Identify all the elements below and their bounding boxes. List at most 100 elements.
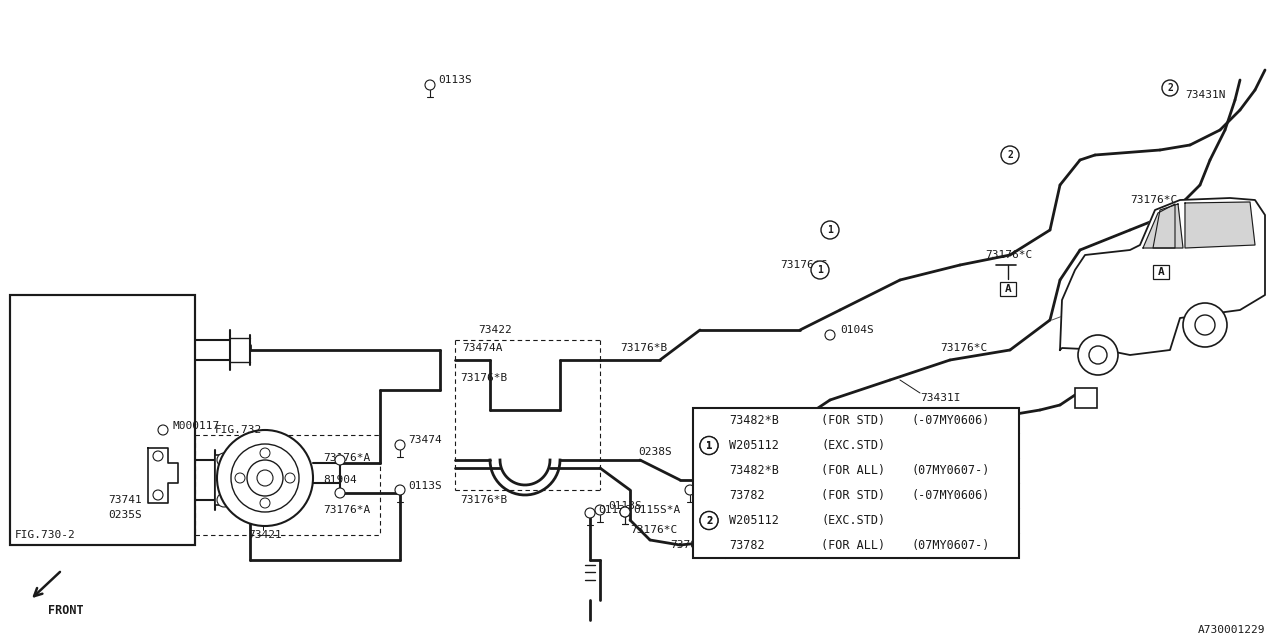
Text: 73176*C: 73176*C: [1130, 195, 1178, 205]
Text: 73782: 73782: [730, 489, 764, 502]
Text: M000117: M000117: [172, 421, 219, 431]
Text: FIG.732: FIG.732: [215, 425, 262, 435]
Text: (FOR STD): (FOR STD): [820, 414, 886, 427]
Polygon shape: [148, 448, 178, 503]
Circle shape: [620, 507, 630, 517]
Circle shape: [1089, 346, 1107, 364]
Circle shape: [735, 485, 745, 495]
Text: FRONT: FRONT: [49, 604, 83, 616]
Circle shape: [820, 221, 838, 239]
Text: 0115S*A: 0115S*A: [748, 483, 795, 493]
Text: 0113S: 0113S: [598, 505, 632, 515]
Text: W205112: W205112: [730, 514, 778, 527]
Circle shape: [218, 453, 230, 467]
Text: 73176*B: 73176*B: [620, 343, 667, 353]
Text: 2: 2: [1167, 83, 1172, 93]
Text: 0474S: 0474S: [698, 483, 732, 493]
Text: 73782: 73782: [730, 539, 764, 552]
Text: 73431I: 73431I: [920, 393, 960, 403]
Circle shape: [595, 505, 605, 515]
Text: 1: 1: [817, 265, 823, 275]
Circle shape: [218, 430, 314, 526]
Polygon shape: [1060, 198, 1265, 355]
Text: 1: 1: [827, 225, 833, 235]
Text: 73176*C: 73176*C: [630, 525, 677, 535]
Bar: [215, 455, 233, 505]
Text: 73176*A: 73176*A: [323, 453, 370, 463]
Text: 0238S: 0238S: [637, 447, 672, 457]
Text: 73474A: 73474A: [462, 343, 503, 353]
Circle shape: [218, 493, 230, 507]
Text: 73741: 73741: [108, 495, 142, 505]
Text: 2: 2: [705, 515, 712, 525]
Circle shape: [335, 455, 346, 465]
Text: 73176*B: 73176*B: [460, 495, 507, 505]
Circle shape: [1162, 80, 1178, 96]
Circle shape: [700, 511, 718, 529]
Text: 73176*C: 73176*C: [986, 250, 1032, 260]
Circle shape: [585, 508, 595, 518]
Circle shape: [1183, 303, 1228, 347]
Text: (EXC.STD): (EXC.STD): [820, 439, 886, 452]
Circle shape: [700, 511, 718, 529]
Text: 73176*C: 73176*C: [780, 260, 827, 270]
Circle shape: [425, 80, 435, 90]
Bar: [692, 408, 1019, 558]
Circle shape: [826, 330, 835, 340]
Text: A: A: [1157, 267, 1165, 277]
Polygon shape: [1143, 204, 1175, 248]
Text: 1: 1: [705, 440, 712, 451]
Text: 73782: 73782: [669, 540, 704, 550]
Circle shape: [1078, 335, 1117, 375]
Text: W205112: W205112: [730, 439, 778, 452]
Circle shape: [260, 498, 270, 508]
Circle shape: [1001, 146, 1019, 164]
Circle shape: [247, 460, 283, 496]
Polygon shape: [1185, 202, 1254, 248]
Text: 0235S: 0235S: [108, 510, 142, 520]
Text: 73421: 73421: [248, 530, 282, 540]
Bar: [1153, 265, 1169, 279]
Text: 73431N: 73431N: [1185, 90, 1225, 100]
Circle shape: [285, 473, 294, 483]
Circle shape: [396, 440, 404, 450]
Text: 2: 2: [705, 515, 712, 525]
Bar: [10, 295, 195, 545]
Text: (EXC.STD): (EXC.STD): [820, 514, 886, 527]
Circle shape: [812, 261, 829, 279]
Circle shape: [700, 436, 718, 454]
Text: (FOR STD): (FOR STD): [820, 489, 886, 502]
Circle shape: [700, 436, 718, 454]
Bar: [10, 295, 195, 545]
Text: 73176*C: 73176*C: [940, 343, 987, 353]
Circle shape: [335, 488, 346, 498]
Text: (-07MY0606): (-07MY0606): [911, 414, 989, 427]
Text: 0113S: 0113S: [608, 501, 641, 511]
Circle shape: [236, 473, 244, 483]
Text: 73176*A: 73176*A: [323, 505, 370, 515]
Text: (07MY0607-): (07MY0607-): [911, 464, 989, 477]
Text: 73482*B: 73482*B: [730, 414, 778, 427]
Circle shape: [1196, 315, 1215, 335]
Text: 73482*B: 73482*B: [730, 464, 778, 477]
Text: 2: 2: [1007, 150, 1012, 160]
Circle shape: [257, 470, 273, 486]
Text: A: A: [1005, 284, 1011, 294]
Text: 73452: 73452: [753, 447, 786, 457]
Circle shape: [396, 485, 404, 495]
Text: A730001229: A730001229: [1198, 625, 1265, 635]
Circle shape: [157, 425, 168, 435]
Text: (-07MY0606): (-07MY0606): [911, 489, 989, 502]
Text: (07MY0607-): (07MY0607-): [911, 539, 989, 552]
Polygon shape: [1153, 204, 1183, 248]
Circle shape: [740, 455, 750, 465]
Circle shape: [154, 490, 163, 500]
Circle shape: [230, 444, 300, 512]
Text: 0115S*A: 0115S*A: [634, 505, 680, 515]
Circle shape: [685, 485, 695, 495]
Text: 73422: 73422: [477, 325, 512, 335]
Text: (FOR ALL): (FOR ALL): [820, 539, 886, 552]
Text: 81904: 81904: [323, 475, 357, 485]
Text: 0113S: 0113S: [438, 75, 472, 85]
Circle shape: [260, 448, 270, 458]
